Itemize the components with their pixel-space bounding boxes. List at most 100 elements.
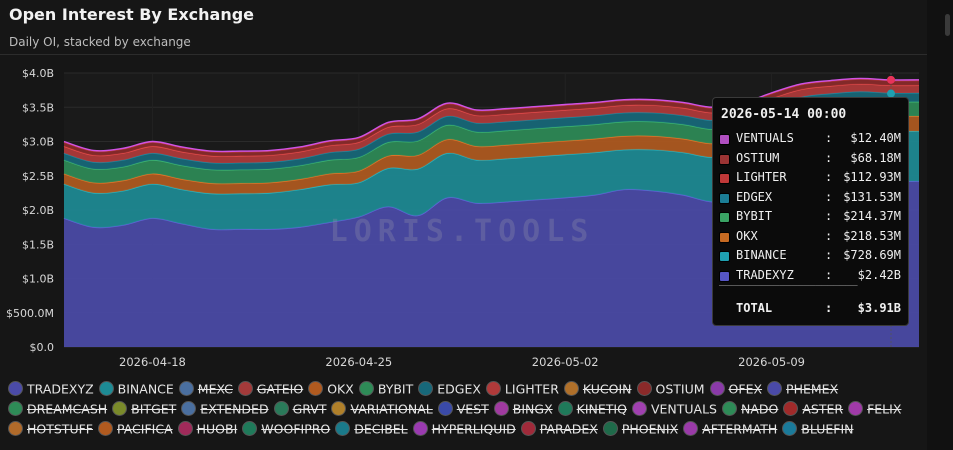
- legend-item-gateio[interactable]: GATEIO: [237, 379, 304, 399]
- tooltip-colon: :: [825, 170, 833, 184]
- tooltip-colon: :: [825, 228, 833, 243]
- legend-item-decibel[interactable]: DECIBEL: [335, 419, 408, 439]
- legend-item-pacifica[interactable]: PACIFICA: [97, 419, 173, 439]
- legend-item-paradex[interactable]: PARADEX: [520, 419, 598, 439]
- legend-item-dreamcash[interactable]: DREAMCASH: [8, 399, 107, 419]
- page-scrollbar[interactable]: [927, 0, 953, 450]
- legend-item-mexc[interactable]: MEXC: [178, 379, 233, 399]
- legend-item-huobi[interactable]: HUOBI: [177, 419, 237, 439]
- legend-label: VARIATIONAL: [350, 401, 433, 417]
- legend-item-tradexyz[interactable]: TRADEXYZ: [8, 379, 94, 399]
- legend-label: BINANCE: [117, 381, 174, 397]
- legend-swatch: [557, 401, 573, 416]
- legend-swatch: [8, 401, 23, 416]
- legend-swatch: [722, 401, 737, 416]
- line-ventuals: [63, 77, 920, 153]
- legend-item-kucoin[interactable]: KUCOIN: [563, 379, 632, 399]
- legend-item-edgex[interactable]: EDGEX: [418, 379, 481, 399]
- legend-item-phoenix[interactable]: PHOENIX: [602, 419, 678, 439]
- legend-swatch: [767, 381, 783, 396]
- legend-item-binance[interactable]: BINANCE: [98, 379, 174, 399]
- tooltip-separator: ───────────────────────: [719, 281, 858, 292]
- legend-swatch: [112, 401, 128, 416]
- legend-item-okx[interactable]: OKX: [308, 379, 354, 399]
- tooltip-series-name: LIGHTER: [736, 170, 787, 184]
- legend-item-hotstuff[interactable]: HOTSTUFF: [8, 419, 93, 439]
- legend-label: OKX: [327, 381, 354, 397]
- hover-marker-top: [887, 75, 895, 84]
- tooltip-row: LIGHTER: $112.93M: [719, 170, 905, 188]
- legend-item-aster[interactable]: ASTER: [783, 399, 843, 419]
- legend-swatch: [181, 401, 197, 416]
- legend-label: LIGHTER: [504, 381, 559, 397]
- legend-swatch: [520, 421, 536, 436]
- tooltip-total-label: TOTAL: [736, 301, 773, 315]
- legend-item-ostium[interactable]: OSTIUM: [636, 379, 705, 399]
- legend-label: BITGET: [131, 401, 177, 417]
- tooltip-swatch: [719, 212, 730, 223]
- tooltip-series-name: VENTUALS: [736, 131, 794, 145]
- tooltip-colon: :: [825, 267, 833, 282]
- legend-swatch: [177, 421, 193, 436]
- legend-item-bybit[interactable]: BYBIT: [358, 379, 413, 399]
- x-tick-label: 2026-04-18: [119, 355, 186, 369]
- legend-item-bitget[interactable]: BITGET: [112, 399, 176, 419]
- x-tick-label: 2026-05-02: [532, 355, 599, 369]
- legend-item-hyperliquid[interactable]: HYPERLIQUID: [412, 419, 516, 439]
- header-divider: [0, 54, 927, 55]
- legend-swatch: [783, 401, 799, 416]
- legend-label: GATEIO: [256, 381, 304, 397]
- legend-label: NADO: [741, 401, 779, 417]
- legend-item-ofex[interactable]: OFEX: [709, 379, 763, 399]
- area-lighter: [64, 83, 919, 164]
- tooltip-row: BYBIT: $214.37M: [719, 209, 905, 227]
- chart-title: Open Interest By Exchange: [9, 5, 255, 24]
- tooltip-row: VENTUALS: $12.40M: [719, 131, 905, 149]
- legend-item-phemex[interactable]: PHEMEX: [767, 379, 838, 399]
- legend-item-extended[interactable]: EXTENDED: [181, 399, 269, 419]
- tooltip-row: OKX: $218.53M: [719, 229, 905, 247]
- legend-swatch: [335, 421, 351, 436]
- legend-item-woofipro[interactable]: WOOFIPRO: [242, 419, 330, 439]
- legend-item-kinetiq[interactable]: KINETIQ: [557, 399, 627, 419]
- legend-item-lighter[interactable]: LIGHTER: [485, 379, 559, 399]
- legend-item-ventuals[interactable]: VENTUALS: [631, 399, 717, 419]
- legend-item-aftermath[interactable]: AFTERMATH: [683, 419, 777, 439]
- hover-tooltip: 2026-05-14 00:00 VENTUALS: $12.40M OSTIUM:…: [712, 97, 909, 326]
- tooltip-colon: :: [825, 248, 833, 262]
- legend-label: PHEMEX: [786, 381, 839, 397]
- legend-swatch: [98, 381, 114, 396]
- legend-item-bingx[interactable]: BINGX: [493, 399, 553, 419]
- tooltip-colon: :: [825, 131, 833, 145]
- tooltip-series-name: BINANCE: [736, 248, 787, 262]
- legend-item-bluefin[interactable]: BLUEFIN: [782, 419, 854, 439]
- tooltip-value: $2.42B: [857, 267, 901, 282]
- legend-label: WOOFIPRO: [261, 421, 331, 437]
- legend-swatch: [485, 381, 501, 396]
- legend-swatch: [493, 401, 509, 416]
- legend-item-felix[interactable]: FELIX: [848, 399, 901, 419]
- area-bybit: [64, 100, 919, 184]
- tooltip-swatch: [719, 270, 730, 282]
- legend-item-grvt[interactable]: GRVT: [273, 399, 326, 419]
- tooltip-total-value: $3.91B: [857, 301, 901, 315]
- legend-label: OFEX: [728, 381, 763, 397]
- tooltip-date: 2026-05-14 00:00: [721, 107, 847, 122]
- legend-label: MEXC: [197, 381, 233, 397]
- legend-swatch: [178, 381, 194, 396]
- tooltip-row: BINANCE: $728.69M: [719, 248, 905, 266]
- legend-item-vest[interactable]: VEST: [437, 399, 489, 419]
- legend-item-nado[interactable]: NADO: [722, 399, 778, 419]
- scrollbar-thumb[interactable]: [945, 14, 950, 36]
- y-tick-label: $1.5B: [22, 238, 54, 251]
- legend-swatch: [418, 381, 434, 396]
- hover-marker-second: [887, 89, 895, 98]
- legend-label: ASTER: [802, 401, 844, 417]
- tooltip-colon: :: [825, 301, 833, 315]
- legend-label: TRADEXYZ: [27, 381, 94, 397]
- legend-row: HOTSTUFF PACIFICA HUOBI WOOFIPRO DECIBEL HYPE…: [8, 419, 859, 439]
- legend-item-variational[interactable]: VARIATIONAL: [331, 399, 433, 419]
- area-okx: [64, 114, 919, 194]
- tooltip-swatch: [719, 251, 730, 262]
- legend-row: DREAMCASH BITGET EXTENDED GRVT VARIATIONAL VE…: [8, 399, 906, 419]
